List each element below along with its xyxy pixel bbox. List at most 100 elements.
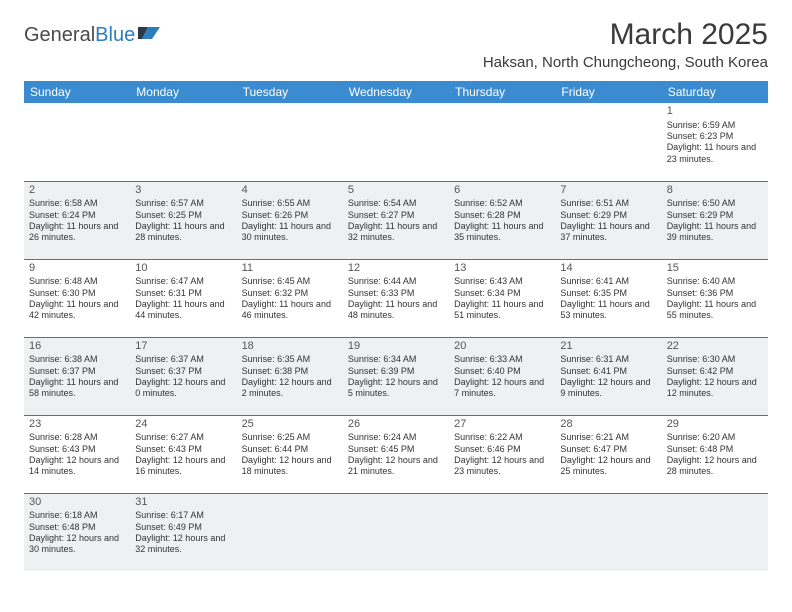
weekday-header: Saturday [662, 81, 768, 103]
calendar-cell: 2Sunrise: 6:58 AMSunset: 6:24 PMDaylight… [24, 181, 130, 259]
sunrise-line: Sunrise: 6:59 AM [667, 120, 763, 131]
calendar-cell [555, 493, 661, 571]
day-number: 16 [29, 340, 125, 354]
sunset-line: Sunset: 6:28 PM [454, 210, 550, 221]
day-number: 7 [560, 184, 656, 198]
sunset-line: Sunset: 6:32 PM [242, 288, 338, 299]
sunrise-line: Sunrise: 6:40 AM [667, 276, 763, 287]
daylight-line: Daylight: 12 hours and 7 minutes. [454, 377, 550, 400]
daylight-line: Daylight: 11 hours and 26 minutes. [29, 221, 125, 244]
daylight-line: Daylight: 12 hours and 2 minutes. [242, 377, 338, 400]
sunrise-line: Sunrise: 6:58 AM [29, 198, 125, 209]
sunrise-line: Sunrise: 6:28 AM [29, 432, 125, 443]
daylight-line: Daylight: 12 hours and 28 minutes. [667, 455, 763, 478]
calendar-cell: 27Sunrise: 6:22 AMSunset: 6:46 PMDayligh… [449, 415, 555, 493]
daylight-line: Daylight: 12 hours and 18 minutes. [242, 455, 338, 478]
day-number: 15 [667, 262, 763, 276]
day-number: 17 [135, 340, 231, 354]
sunset-line: Sunset: 6:31 PM [135, 288, 231, 299]
sunset-line: Sunset: 6:37 PM [135, 366, 231, 377]
calendar-cell: 26Sunrise: 6:24 AMSunset: 6:45 PMDayligh… [343, 415, 449, 493]
sunrise-line: Sunrise: 6:45 AM [242, 276, 338, 287]
calendar-week: 9Sunrise: 6:48 AMSunset: 6:30 PMDaylight… [24, 259, 768, 337]
sunset-line: Sunset: 6:41 PM [560, 366, 656, 377]
location: Haksan, North Chungcheong, South Korea [483, 54, 768, 71]
sunset-line: Sunset: 6:37 PM [29, 366, 125, 377]
sunrise-line: Sunrise: 6:54 AM [348, 198, 444, 209]
sunrise-line: Sunrise: 6:47 AM [135, 276, 231, 287]
sunrise-line: Sunrise: 6:52 AM [454, 198, 550, 209]
day-number: 2 [29, 184, 125, 198]
sunrise-line: Sunrise: 6:37 AM [135, 354, 231, 365]
calendar-cell: 16Sunrise: 6:38 AMSunset: 6:37 PMDayligh… [24, 337, 130, 415]
day-number: 10 [135, 262, 231, 276]
weekday-header: Tuesday [237, 81, 343, 103]
weekday-header: Thursday [449, 81, 555, 103]
calendar-cell: 12Sunrise: 6:44 AMSunset: 6:33 PMDayligh… [343, 259, 449, 337]
daylight-line: Daylight: 12 hours and 5 minutes. [348, 377, 444, 400]
sunset-line: Sunset: 6:46 PM [454, 444, 550, 455]
title-block: March 2025 Haksan, North Chungcheong, So… [483, 18, 768, 77]
sunrise-line: Sunrise: 6:20 AM [667, 432, 763, 443]
day-number: 3 [135, 184, 231, 198]
flag-icon [138, 24, 160, 47]
day-number: 8 [667, 184, 763, 198]
sunset-line: Sunset: 6:24 PM [29, 210, 125, 221]
daylight-line: Daylight: 11 hours and 51 minutes. [454, 299, 550, 322]
daylight-line: Daylight: 11 hours and 30 minutes. [242, 221, 338, 244]
daylight-line: Daylight: 12 hours and 9 minutes. [560, 377, 656, 400]
sunset-line: Sunset: 6:43 PM [29, 444, 125, 455]
daylight-line: Daylight: 11 hours and 42 minutes. [29, 299, 125, 322]
sunrise-line: Sunrise: 6:33 AM [454, 354, 550, 365]
sunset-line: Sunset: 6:29 PM [560, 210, 656, 221]
sunset-line: Sunset: 6:33 PM [348, 288, 444, 299]
sunrise-line: Sunrise: 6:17 AM [135, 510, 231, 521]
calendar-cell: 30Sunrise: 6:18 AMSunset: 6:48 PMDayligh… [24, 493, 130, 571]
calendar-cell [555, 103, 661, 181]
day-number: 18 [242, 340, 338, 354]
calendar-cell: 18Sunrise: 6:35 AMSunset: 6:38 PMDayligh… [237, 337, 343, 415]
sunset-line: Sunset: 6:45 PM [348, 444, 444, 455]
daylight-line: Daylight: 12 hours and 25 minutes. [560, 455, 656, 478]
calendar-cell: 1Sunrise: 6:59 AMSunset: 6:23 PMDaylight… [662, 103, 768, 181]
day-number: 13 [454, 262, 550, 276]
sunset-line: Sunset: 6:49 PM [135, 522, 231, 533]
calendar-week: 1Sunrise: 6:59 AMSunset: 6:23 PMDaylight… [24, 103, 768, 181]
daylight-line: Daylight: 12 hours and 32 minutes. [135, 533, 231, 556]
calendar-cell: 7Sunrise: 6:51 AMSunset: 6:29 PMDaylight… [555, 181, 661, 259]
sunrise-line: Sunrise: 6:50 AM [667, 198, 763, 209]
sunrise-line: Sunrise: 6:51 AM [560, 198, 656, 209]
calendar-cell: 4Sunrise: 6:55 AMSunset: 6:26 PMDaylight… [237, 181, 343, 259]
calendar-cell [130, 103, 236, 181]
sunrise-line: Sunrise: 6:27 AM [135, 432, 231, 443]
calendar-cell: 24Sunrise: 6:27 AMSunset: 6:43 PMDayligh… [130, 415, 236, 493]
day-number: 31 [135, 496, 231, 510]
calendar-table: SundayMondayTuesdayWednesdayThursdayFrid… [24, 81, 768, 571]
calendar-week: 23Sunrise: 6:28 AMSunset: 6:43 PMDayligh… [24, 415, 768, 493]
sunset-line: Sunset: 6:43 PM [135, 444, 231, 455]
daylight-line: Daylight: 11 hours and 35 minutes. [454, 221, 550, 244]
calendar-cell: 14Sunrise: 6:41 AMSunset: 6:35 PMDayligh… [555, 259, 661, 337]
calendar-cell: 3Sunrise: 6:57 AMSunset: 6:25 PMDaylight… [130, 181, 236, 259]
day-number: 12 [348, 262, 444, 276]
calendar-cell: 25Sunrise: 6:25 AMSunset: 6:44 PMDayligh… [237, 415, 343, 493]
calendar-cell: 9Sunrise: 6:48 AMSunset: 6:30 PMDaylight… [24, 259, 130, 337]
sunset-line: Sunset: 6:48 PM [29, 522, 125, 533]
daylight-line: Daylight: 11 hours and 53 minutes. [560, 299, 656, 322]
calendar-cell: 11Sunrise: 6:45 AMSunset: 6:32 PMDayligh… [237, 259, 343, 337]
sunrise-line: Sunrise: 6:38 AM [29, 354, 125, 365]
daylight-line: Daylight: 11 hours and 44 minutes. [135, 299, 231, 322]
daylight-line: Daylight: 11 hours and 46 minutes. [242, 299, 338, 322]
sunset-line: Sunset: 6:23 PM [667, 131, 763, 142]
sunrise-line: Sunrise: 6:31 AM [560, 354, 656, 365]
daylight-line: Daylight: 12 hours and 23 minutes. [454, 455, 550, 478]
calendar-cell [662, 493, 768, 571]
sunset-line: Sunset: 6:36 PM [667, 288, 763, 299]
weekday-header: Sunday [24, 81, 130, 103]
daylight-line: Daylight: 11 hours and 32 minutes. [348, 221, 444, 244]
day-number: 9 [29, 262, 125, 276]
weekday-header: Monday [130, 81, 236, 103]
sunrise-line: Sunrise: 6:25 AM [242, 432, 338, 443]
sunset-line: Sunset: 6:35 PM [560, 288, 656, 299]
daylight-line: Daylight: 12 hours and 12 minutes. [667, 377, 763, 400]
